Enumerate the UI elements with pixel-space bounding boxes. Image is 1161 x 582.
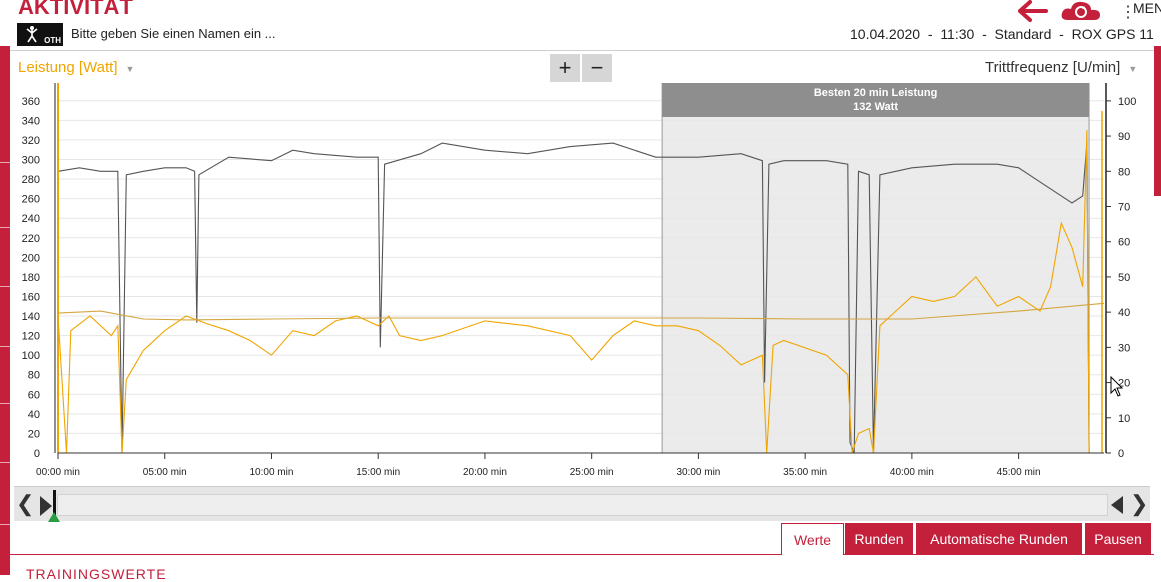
x-tick-label: 35:00 min — [783, 467, 827, 478]
y-right-tick-label: 30 — [1118, 342, 1130, 354]
y-left-tick-label: 80 — [28, 370, 40, 382]
y-right-tick-label: 10 — [1118, 413, 1130, 425]
series-line-2 — [57, 302, 1105, 321]
y-left-tick-label: 60 — [28, 389, 40, 401]
activity-logo: OTH — [17, 23, 63, 46]
y-right-tick-label: 50 — [1118, 272, 1130, 284]
y-left-tick-label: 200 — [22, 252, 40, 264]
highlight-header — [662, 83, 1090, 117]
y-right-tick-label: 80 — [1118, 166, 1130, 178]
x-tick-label: 10:00 min — [250, 467, 294, 478]
activity-time: 11:30 — [940, 26, 975, 42]
chevron-down-icon: ▼ — [1128, 64, 1138, 74]
y-left-tick-label: 0 — [34, 448, 40, 460]
x-tick-label: 20:00 min — [463, 467, 507, 478]
y-left-tick-label: 340 — [22, 115, 40, 127]
activity-date: 10.04.2020 — [850, 26, 921, 42]
timeline-end-handle[interactable] — [1107, 494, 1125, 516]
activity-chart[interactable]: Besten 20 min Leistung 132 Watt 0 20 40 60 80… — [10, 83, 1150, 483]
menu-dots-icon[interactable]: ⋮ — [1120, 4, 1136, 21]
series-line-0 — [57, 142, 1090, 454]
cloud-sync-icon[interactable] — [1060, 0, 1102, 22]
x-tick-label: 45:00 min — [997, 467, 1041, 478]
header-divider — [10, 50, 1154, 51]
right-axis-label: Trittfrequenz [U/min] — [985, 59, 1121, 76]
activity-meta: 10.04.2020 - 11:30 - Standard - ROX GPS … — [850, 26, 1154, 42]
timeline-track[interactable] — [57, 494, 1108, 516]
highlight-label: Besten 20 min Leistung — [814, 87, 937, 99]
y-left-tick-label: 300 — [22, 154, 40, 166]
timeline-prev-arrow[interactable]: ❮ — [16, 491, 35, 516]
tab-werte[interactable]: Werte — [781, 523, 844, 555]
y-left-tick-label: 140 — [22, 311, 40, 323]
menu-label[interactable]: MEN — [1133, 0, 1161, 16]
zoom-out-button[interactable]: − — [582, 54, 612, 82]
y-left-tick-label: 20 — [28, 428, 40, 440]
tab-pausen[interactable]: Pausen — [1085, 523, 1151, 555]
activity-profile: Standard — [994, 26, 1052, 42]
x-tick-label: 00:00 min — [36, 467, 80, 478]
y-right-tick-label: 100 — [1118, 96, 1136, 108]
activity-device: ROX GPS 11 — [1071, 26, 1154, 42]
section-label: TRAININGSWERTE — [26, 566, 167, 582]
best-20min-highlight: Besten 20 min Leistung 132 Watt — [661, 83, 1090, 454]
zoom-in-button[interactable]: + — [550, 54, 580, 82]
page-title: AKTIVITÄT — [18, 0, 133, 19]
series-line-1 — [57, 130, 1090, 454]
x-tick-label: 25:00 min — [570, 467, 614, 478]
timeline-next-arrow[interactable]: ❯ — [1130, 491, 1149, 516]
chevron-down-icon: ▼ — [125, 64, 135, 74]
x-tick-label: 15:00 min — [356, 467, 400, 478]
y-right-tick-label: 60 — [1118, 237, 1130, 249]
chart-series — [57, 130, 1105, 454]
tab-runden[interactable]: Runden — [845, 523, 913, 555]
highlight-area — [661, 83, 1090, 454]
y-left-tick-label: 220 — [22, 233, 40, 245]
y-left-tick-label: 240 — [22, 213, 40, 225]
left-accent-bar — [0, 46, 10, 575]
logo-text: OTH — [44, 36, 61, 45]
y-right-tick-label: 40 — [1118, 307, 1130, 319]
y-left-tick-label: 120 — [22, 331, 40, 343]
y-left-tick-label: 320 — [22, 135, 40, 147]
y-left-tick-label: 280 — [22, 174, 40, 186]
y-right-tick-label: 90 — [1118, 131, 1130, 143]
timeline-scrubber[interactable]: ❮ ❯ — [14, 486, 1150, 522]
left-axis-select[interactable]: Leistung [Watt] ▼ — [18, 59, 134, 76]
y-left-tick-label: 100 — [22, 350, 40, 362]
x-tick-label: 05:00 min — [143, 467, 187, 478]
mouse-cursor-icon — [1110, 376, 1124, 397]
y-left-tick-label: 360 — [22, 96, 40, 108]
activity-name-field[interactable]: Bitte geben Sie einen Namen ein ... — [71, 26, 276, 41]
y-right-tick-label: 70 — [1118, 202, 1130, 214]
back-arrow-icon[interactable] — [1018, 0, 1048, 22]
tab-automatische-runden[interactable]: Automatische Runden — [916, 523, 1082, 555]
left-axis-label: Leistung [Watt] — [18, 59, 118, 76]
y-left-tick-label: 160 — [22, 291, 40, 303]
highlight-value: 132 Watt — [853, 101, 898, 113]
y-left-tick-label: 260 — [22, 194, 40, 206]
right-accent-bar — [1154, 46, 1161, 196]
y-right-tick-label: 0 — [1118, 448, 1124, 460]
y-left-tick-label: 180 — [22, 272, 40, 284]
chart-axes: 0204060801001201401601802002202402602803… — [22, 83, 1136, 478]
y-left-tick-label: 40 — [28, 409, 40, 421]
cyclist-icon — [26, 26, 38, 43]
timeline-start-handle[interactable] — [38, 490, 68, 522]
x-tick-label: 40:00 min — [890, 467, 934, 478]
tab-divider — [10, 554, 1154, 555]
x-tick-label: 30:00 min — [676, 467, 720, 478]
right-axis-select[interactable]: Trittfrequenz [U/min] ▼ — [985, 59, 1137, 76]
